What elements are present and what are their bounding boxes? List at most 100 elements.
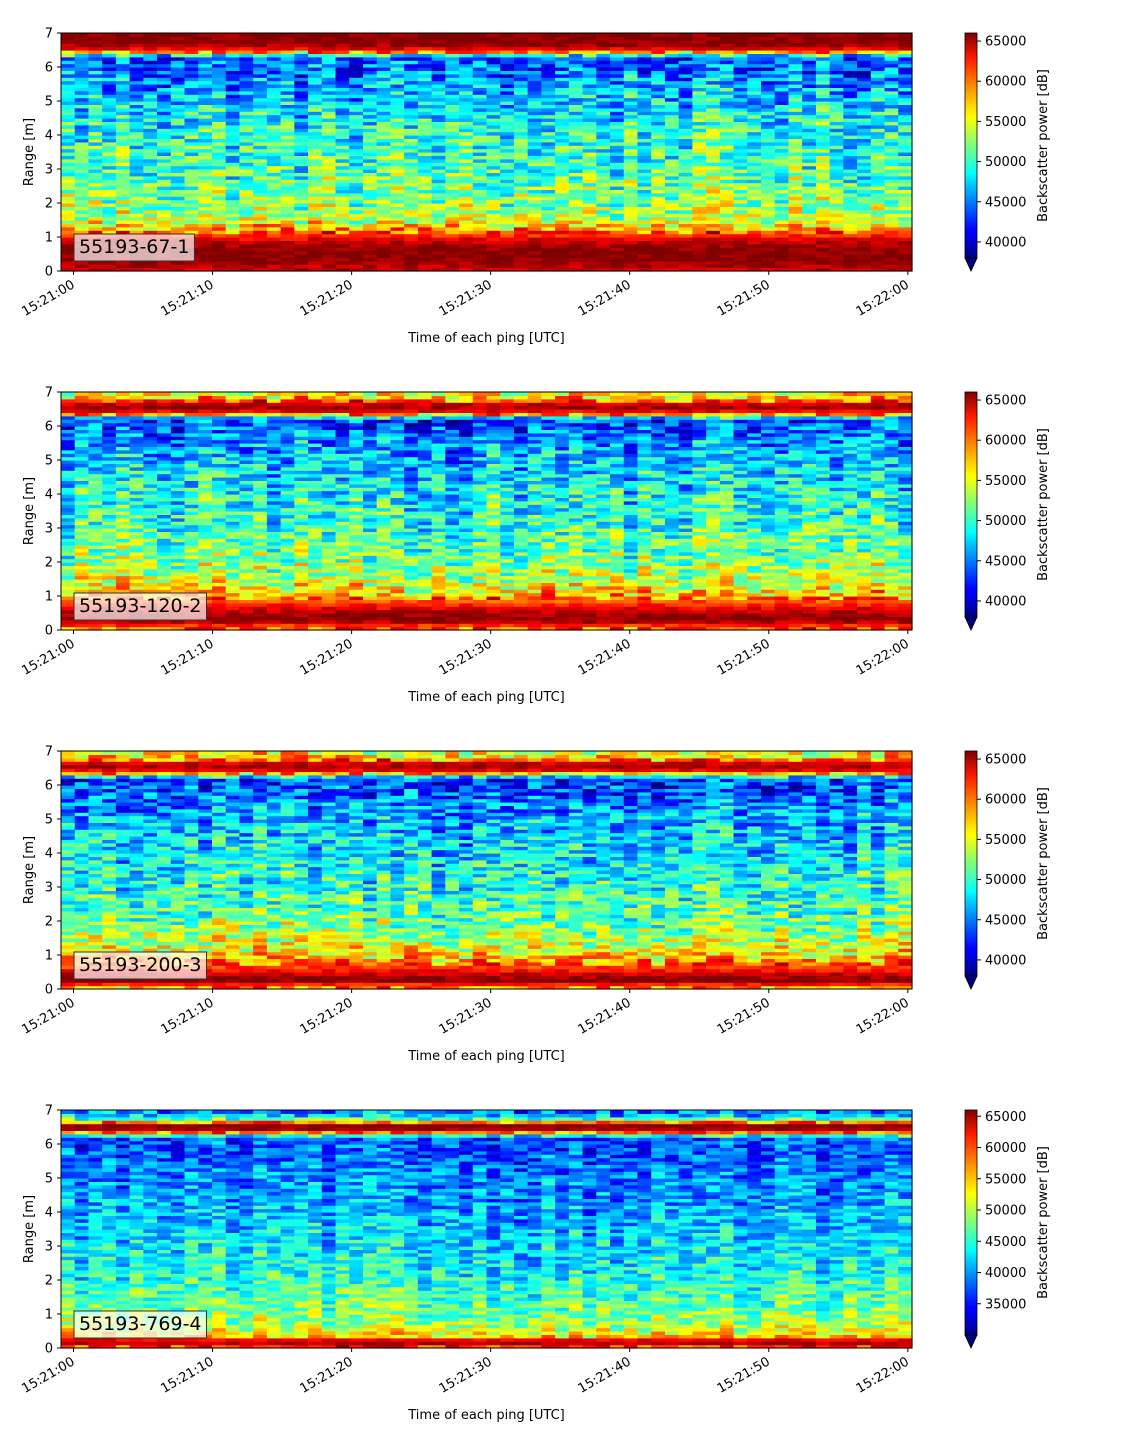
heatmap-cell: [239, 104, 254, 109]
heatmap-cell: [527, 260, 543, 265]
heatmap-cell: [266, 186, 282, 190]
heatmap-cell: [747, 53, 762, 58]
heatmap-cell: [870, 223, 886, 228]
heatmap-cell: [815, 124, 831, 129]
heatmap-cell: [459, 240, 474, 245]
heatmap-cell: [445, 237, 460, 241]
heatmap-cell: [184, 60, 199, 65]
heatmap-cell: [719, 87, 735, 92]
heatmap-cell: [719, 152, 735, 156]
heatmap-cell: [815, 141, 831, 146]
heatmap-cell: [857, 175, 872, 180]
heatmap-cell: [870, 199, 886, 204]
heatmap-cell: [280, 213, 295, 218]
heatmap-cell: [815, 131, 831, 136]
heatmap-cell: [857, 50, 872, 54]
heatmap-cell: [294, 169, 309, 173]
heatmap-cell: [362, 220, 378, 224]
heatmap-cell: [486, 53, 501, 58]
heatmap-cell: [61, 196, 76, 201]
heatmap-cell: [362, 50, 378, 54]
heatmap-cell: [390, 267, 405, 272]
heatmap-cell: [500, 67, 515, 71]
heatmap-cell: [253, 189, 268, 194]
heatmap-cell: [459, 148, 474, 153]
heatmap-cell: [568, 206, 584, 211]
heatmap-cell: [431, 206, 446, 211]
heatmap-cell: [129, 572, 144, 577]
heatmap-cell: [266, 240, 282, 245]
heatmap-cell: [266, 138, 282, 143]
heatmap-cell: [802, 237, 817, 241]
heatmap-cell: [239, 135, 254, 139]
heatmap-cell: [651, 145, 666, 150]
heatmap-cell: [596, 175, 611, 180]
heatmap-cell: [610, 152, 625, 156]
heatmap-cell: [129, 582, 144, 587]
heatmap-cell: [500, 230, 515, 235]
heatmap-cell: [774, 73, 790, 78]
heatmap-cell: [143, 483, 158, 488]
heatmap-cell: [102, 179, 117, 184]
heatmap-cell: [157, 443, 172, 447]
heatmap-cell: [610, 182, 625, 187]
heatmap-cell: [884, 223, 899, 228]
heatmap-cell: [568, 56, 584, 61]
heatmap-cell: [761, 152, 776, 156]
heatmap-cell: [102, 169, 117, 173]
heatmap-cell: [362, 155, 378, 160]
heatmap-cell: [513, 189, 529, 194]
heatmap-cell: [266, 216, 282, 221]
heatmap-cell: [788, 199, 803, 204]
heatmap-cell: [170, 67, 186, 71]
heatmap-cell: [678, 97, 693, 102]
heatmap-cell: [294, 138, 309, 143]
heatmap-cell: [431, 172, 446, 177]
heatmap-cell: [527, 223, 543, 228]
heatmap-cell: [513, 158, 529, 163]
heatmap-cell: [198, 175, 213, 180]
heatmap-cell: [541, 70, 556, 75]
heatmap-cell: [157, 422, 172, 427]
heatmap-cell: [678, 192, 693, 197]
heatmap-cell: [266, 121, 282, 126]
heatmap-cell: [266, 206, 282, 211]
heatmap-cell: [486, 73, 501, 78]
heatmap-cell: [390, 114, 405, 119]
heatmap-cell: [102, 531, 117, 536]
heatmap-cell: [788, 152, 803, 156]
heatmap-cell: [129, 504, 144, 509]
heatmap-cell: [747, 186, 762, 190]
heatmap-cell: [596, 39, 611, 44]
heatmap-cell: [857, 53, 872, 58]
heatmap-cell: [774, 223, 790, 228]
heatmap-cell: [678, 182, 693, 187]
heatmap-cell: [582, 152, 597, 156]
heatmap-cell: [651, 107, 666, 112]
heatmap-cell: [623, 118, 639, 122]
heatmap-cell: [568, 257, 584, 262]
heatmap-cell: [143, 456, 158, 461]
heatmap-cell: [541, 107, 556, 112]
heatmap-cell: [211, 90, 227, 95]
heatmap-cell: [129, 466, 144, 471]
heatmap-cell: [761, 50, 776, 54]
heatmap-cell: [610, 158, 625, 163]
heatmap-cell: [115, 436, 131, 441]
heatmap-cell: [390, 46, 405, 51]
heatmap-cell: [335, 77, 350, 82]
heatmap-cell: [390, 254, 405, 258]
heatmap-cell: [788, 101, 803, 105]
heatmap-cell: [870, 247, 886, 252]
heatmap-cell: [253, 124, 268, 129]
heatmap-cell: [472, 145, 488, 150]
heatmap-cell: [335, 264, 350, 269]
heatmap-cell: [115, 575, 131, 580]
colorbar-title: Backscatter power [dB]: [1036, 69, 1051, 222]
heatmap-cell: [843, 216, 858, 221]
heatmap-cell: [157, 148, 172, 153]
heatmap-cell: [459, 67, 474, 71]
heatmap-cell: [692, 138, 707, 143]
heatmap-cell: [445, 233, 460, 238]
heatmap-cell: [610, 50, 625, 54]
